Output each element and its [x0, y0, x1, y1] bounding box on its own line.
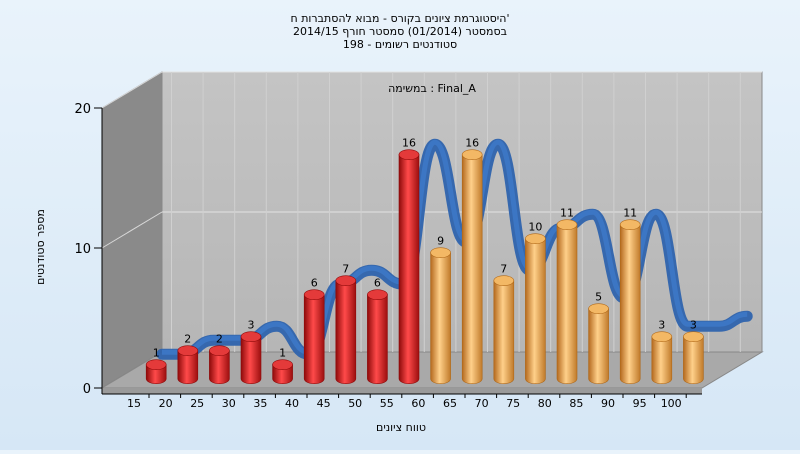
value-label-35: 1 [279, 347, 286, 360]
value-label-100: 3 [690, 319, 697, 332]
x-tick-label-90: 90 [601, 397, 615, 410]
bar-100 [683, 336, 704, 384]
chart-title-line-3: סטודנטים רשומים - 198 [343, 38, 457, 51]
x-tick-label-15: 15 [127, 397, 141, 410]
y-tick-label: 0 [83, 382, 91, 397]
bar-top-55 [398, 149, 420, 160]
value-label-80: 11 [560, 207, 574, 220]
x-tick-label-30: 30 [222, 397, 236, 410]
bar-75 [525, 238, 546, 384]
gridline-left-wall [101, 211, 163, 249]
x-tick-label-75: 75 [506, 397, 520, 410]
bar-20 [177, 350, 199, 384]
bar-top-20 [177, 345, 199, 356]
value-label-70: 7 [500, 263, 507, 276]
value-label-95: 3 [658, 319, 665, 332]
bar-top-65 [461, 149, 483, 160]
bar-15 [145, 364, 167, 384]
x-tick-label-40: 40 [285, 397, 299, 410]
value-label-60: 9 [437, 235, 444, 248]
x-tick-label-50: 50 [348, 397, 362, 410]
bar-35 [272, 364, 293, 384]
bar-50 [367, 294, 388, 384]
bar-top-85 [588, 303, 609, 314]
bar-top-75 [525, 233, 546, 244]
bar-40 [303, 294, 325, 384]
value-label-50: 6 [374, 277, 381, 290]
bar-25 [209, 350, 230, 384]
floor-front [102, 388, 702, 394]
value-label-20: 2 [184, 333, 191, 346]
bar-60 [430, 252, 451, 384]
x-tick-label-95: 95 [633, 397, 647, 410]
x-tick-label-20: 20 [159, 397, 173, 410]
chart-title-line-2: בסמסטר (01/2014) סמסטר חורף 2014/15 [293, 25, 507, 38]
bar-55 [398, 154, 420, 384]
x-tick-label-70: 70 [475, 397, 489, 410]
value-label-65: 16 [465, 137, 479, 150]
chart-annotation: במשימה : Final_A [388, 82, 476, 95]
bar-65 [461, 154, 483, 384]
bar-top-90 [619, 219, 641, 230]
bar-top-80 [556, 219, 578, 230]
value-label-55: 16 [402, 137, 416, 150]
bars [145, 149, 704, 384]
x-tick-label-85: 85 [569, 397, 583, 410]
bar-85 [588, 308, 609, 384]
bar-80 [556, 224, 578, 384]
bar-30 [240, 336, 262, 384]
x-tick-label-45: 45 [317, 397, 331, 410]
bar-70 [493, 280, 515, 384]
bar-top-70 [493, 275, 515, 286]
x-axis-label: טווח ציונים [376, 421, 426, 434]
bar-top-50 [367, 289, 388, 300]
bar-top-60 [430, 247, 451, 258]
bar-top-15 [145, 359, 167, 370]
y-tick-label: 10 [74, 242, 91, 257]
y-axis-label: מספר סטודנטים [34, 209, 47, 285]
bar-top-45 [335, 275, 357, 286]
x-tick-label-65: 65 [443, 397, 457, 410]
value-label-15: 1 [153, 347, 160, 360]
value-label-40: 6 [311, 277, 318, 290]
x-tick-label-80: 80 [538, 397, 552, 410]
x-tick-label-60: 60 [411, 397, 425, 410]
gridline-left-wall [101, 71, 163, 109]
bar-top-35 [272, 359, 293, 370]
y-tick-label: 20 [74, 102, 91, 117]
bar-top-100 [683, 331, 704, 342]
bar-top-95 [651, 331, 673, 342]
x-tick-label-25: 25 [190, 397, 204, 410]
bar-top-25 [209, 345, 230, 356]
value-label-45: 7 [342, 263, 349, 276]
x-tick-label-55: 55 [380, 397, 394, 410]
x-tick-label-35: 35 [253, 397, 267, 410]
value-label-85: 5 [595, 291, 602, 304]
value-label-30: 3 [248, 319, 255, 332]
value-label-90: 11 [623, 207, 637, 220]
bar-top-30 [240, 331, 262, 342]
chart-title-line-1: היסטוגרמת ציונים בקורס - מבוא להסתברות ח… [291, 12, 510, 25]
bar-95 [651, 336, 673, 384]
bar-45 [335, 280, 357, 384]
bar-top-40 [303, 289, 325, 300]
x-tick-label-100: 100 [661, 397, 682, 410]
value-label-25: 2 [216, 333, 223, 346]
bar-90 [619, 224, 641, 384]
value-label-75: 10 [528, 221, 542, 234]
